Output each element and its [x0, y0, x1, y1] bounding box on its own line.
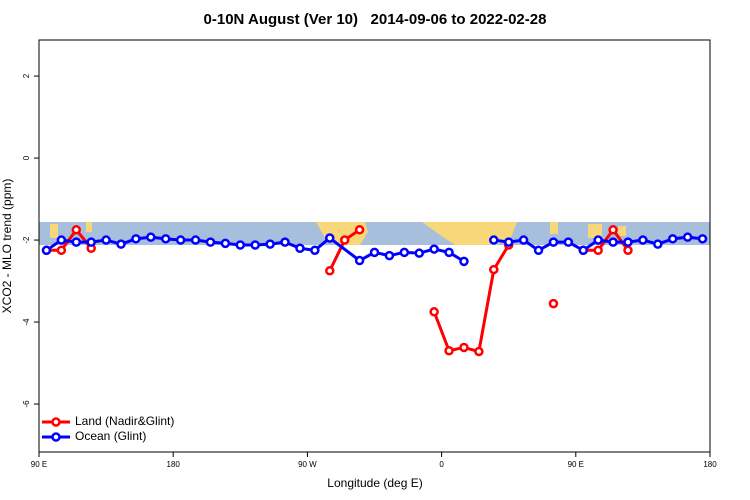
data-point — [548, 237, 559, 247]
data-point — [444, 345, 454, 356]
land-patch — [588, 224, 602, 238]
data-point — [459, 342, 469, 353]
data-point — [131, 234, 141, 244]
data-point — [205, 237, 216, 247]
x-axis-label: Longitude (deg E) — [327, 476, 422, 490]
y-tick-label: 2 — [22, 73, 31, 78]
data-point — [280, 237, 290, 247]
data-point — [190, 235, 201, 245]
data-point — [56, 235, 67, 245]
data-point — [489, 235, 499, 245]
data-point — [235, 240, 246, 250]
data-point — [414, 248, 424, 258]
data-point — [444, 247, 454, 258]
data-point — [653, 239, 663, 249]
land-patch — [618, 226, 626, 236]
y-tick-label: 0 — [22, 155, 31, 160]
data-point — [220, 238, 231, 249]
data-point — [146, 232, 156, 242]
data-point — [682, 232, 693, 242]
x-tick-label: 180 — [167, 460, 181, 469]
data-point — [369, 247, 380, 258]
data-point — [339, 235, 350, 245]
data-point — [474, 346, 484, 357]
data-point — [503, 237, 514, 247]
data-point — [623, 237, 633, 247]
data-point — [354, 255, 365, 266]
data-point — [489, 264, 499, 275]
data-point — [399, 247, 410, 258]
x-tick-label: 90 W — [298, 460, 317, 469]
data-point — [71, 237, 82, 247]
data-point — [608, 225, 618, 235]
data-point — [593, 245, 603, 256]
data-point — [608, 237, 618, 247]
legend-marker — [51, 417, 61, 427]
y-tick-label: -4 — [22, 318, 31, 326]
data-point — [667, 234, 678, 244]
data-point — [56, 245, 67, 256]
data-point — [41, 245, 52, 256]
data-point — [563, 237, 574, 247]
legend-label: Ocean (Glint) — [75, 429, 146, 443]
data-point — [310, 245, 320, 256]
data-point — [623, 245, 633, 256]
land-patch — [86, 222, 92, 232]
data-point — [429, 307, 439, 317]
legend-marker — [51, 432, 61, 442]
data-point — [101, 235, 111, 245]
data-point — [459, 256, 469, 267]
data-point — [518, 235, 529, 245]
plot-frame — [38, 39, 711, 453]
data-point — [638, 235, 648, 245]
data-point — [116, 239, 126, 249]
data-point — [160, 234, 171, 244]
data-point — [295, 243, 305, 254]
y-tick-label: -2 — [22, 236, 31, 244]
land-patch — [50, 224, 58, 238]
y-tick-label: -6 — [22, 400, 31, 408]
data-point — [697, 234, 708, 244]
data-point — [548, 298, 559, 309]
data-point — [578, 245, 589, 256]
data-point — [593, 235, 603, 245]
data-point — [384, 250, 395, 261]
x-tick-label: 90 E — [568, 460, 584, 469]
data-point — [250, 240, 260, 250]
x-tick-label: 180 — [703, 460, 717, 469]
data-point — [86, 237, 96, 247]
x-tick-label: 90 E — [31, 460, 47, 469]
data-point — [325, 233, 335, 243]
legend-label: Land (Nadir&Glint) — [75, 414, 174, 428]
data-point — [325, 266, 335, 276]
data-point — [265, 239, 275, 249]
x-tick-label: 0 — [439, 460, 444, 469]
data-point — [533, 245, 544, 256]
land-patch — [550, 222, 558, 234]
data-point — [429, 244, 439, 254]
chart-title: 0-10N August (Ver 10) 2014-09-06 to 2022… — [204, 11, 547, 28]
y-axis-label: XCO2 - MLO trend (ppm) — [0, 179, 14, 314]
data-point — [71, 225, 82, 235]
data-point — [175, 235, 186, 245]
data-point — [354, 225, 365, 235]
